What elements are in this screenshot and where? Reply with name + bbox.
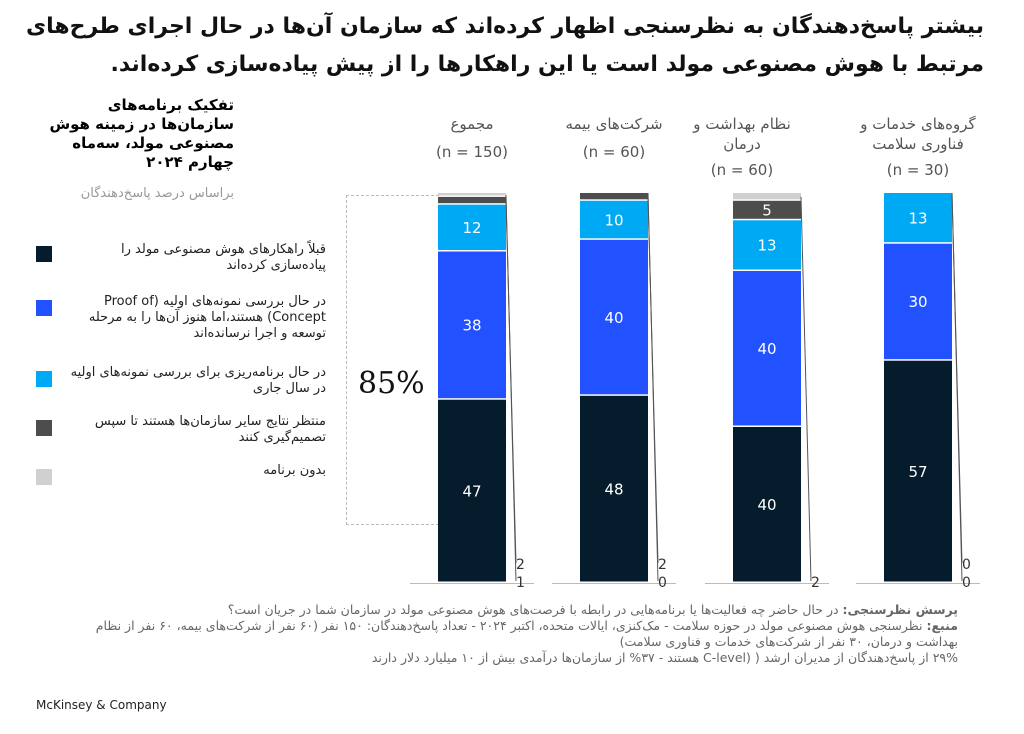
legend-swatch bbox=[36, 246, 52, 262]
legend-label: در حال برنامه‌ریزی برای بررسی نمونه‌های … bbox=[70, 365, 326, 396]
bar-segment bbox=[884, 360, 952, 582]
data-label: 40 bbox=[757, 496, 776, 514]
n-label: (n = 150) bbox=[436, 143, 508, 161]
footer-notes: پرسش نظرسنجی: در حال حاضر چه فعالیت‌ها ی… bbox=[58, 602, 958, 666]
data-label: 47 bbox=[462, 482, 481, 500]
label-leader bbox=[647, 192, 659, 582]
bar-segment bbox=[438, 193, 506, 196]
label-leader bbox=[505, 194, 517, 582]
data-label: 0 bbox=[962, 575, 971, 591]
question-label: پرسش نظرسنجی: bbox=[842, 602, 958, 617]
n-label: (n = 30) bbox=[886, 161, 950, 179]
legend-label: منتظر نتایج سایر سازمان‌ها هستند تا سپس … bbox=[94, 414, 326, 445]
data-label: 40 bbox=[604, 309, 623, 327]
legend-swatch bbox=[36, 469, 52, 485]
n-label: (n = 60) bbox=[582, 143, 646, 161]
bar-segment bbox=[884, 243, 952, 360]
data-label: 10 bbox=[604, 211, 623, 229]
data-label: 13 bbox=[908, 209, 927, 227]
legend-label: قبلاً راهکارهای هوش مصنوعی مولد را پیاده… bbox=[121, 242, 326, 273]
data-label: 48 bbox=[604, 480, 623, 498]
legend-swatch bbox=[36, 420, 52, 436]
data-label: 12 bbox=[462, 219, 481, 237]
data-label: 40 bbox=[757, 340, 776, 358]
legend-item: در حال بررسی نمونه‌های اولیه (Proof of C… bbox=[36, 292, 326, 342]
data-label: 57 bbox=[908, 463, 927, 481]
chart-title: بیشتر پاسخ‌دهندگان به نظرسنجی اظهار کرده… bbox=[25, 14, 984, 77]
label-leader bbox=[951, 192, 963, 582]
legend-label: بدون برنامه bbox=[263, 463, 326, 478]
bar-segment bbox=[733, 271, 801, 426]
n-label: (n = 60) bbox=[710, 161, 774, 179]
bar-segment bbox=[884, 193, 952, 243]
legend-item: در حال برنامه‌ریزی برای بررسی نمونه‌های … bbox=[36, 363, 326, 403]
legend-item: قبلاً راهکارهای هوش مصنوعی مولد را پیاده… bbox=[36, 238, 326, 278]
data-label: 2 bbox=[811, 575, 820, 591]
bar-segment bbox=[580, 193, 648, 200]
data-label: 13 bbox=[757, 237, 776, 255]
bar-segment bbox=[733, 193, 801, 200]
bar-segment bbox=[733, 220, 801, 270]
category-label: نظام بهداشت و درمان bbox=[693, 115, 791, 153]
respondent-note: ۲۹% از پاسخ‌دهندگان از مدیران ارشد ( (C-… bbox=[371, 650, 958, 665]
source-text: نظرسنجی هوش مصنوعی مولد در حوزه سلامت - … bbox=[95, 618, 958, 649]
column-header: مجموع (n = 150) bbox=[397, 114, 547, 162]
label-leader bbox=[800, 196, 812, 582]
source: منبع: نظرسنجی هوش مصنوعی مولد در حوزه سل… bbox=[58, 618, 958, 650]
bar-segment bbox=[438, 399, 506, 582]
data-label: 1 bbox=[516, 575, 525, 591]
legend-item: بدون برنامه bbox=[36, 461, 326, 491]
bar-segment bbox=[580, 239, 648, 395]
bar-segment bbox=[733, 427, 801, 582]
legend-label: در حال بررسی نمونه‌های اولیه (Proof of C… bbox=[88, 294, 326, 341]
column-header: نظام بهداشت و درمان (n = 60) bbox=[692, 114, 792, 180]
chart-subtitle: تفکیک برنامه‌های سازمان‌ها در زمینه هوش … bbox=[49, 96, 234, 171]
question-text: در حال حاضر چه فعالیت‌ها یا برنامه‌هایی … bbox=[227, 602, 843, 617]
legend-swatch bbox=[36, 300, 52, 316]
highlight-value: 85% bbox=[358, 366, 425, 401]
bar-segment bbox=[438, 251, 506, 399]
category-label: شرکت‌های بیمه bbox=[565, 115, 663, 133]
unit-note: براساس درصد پاسخ‌دهندگان bbox=[80, 186, 234, 201]
data-label: 0 bbox=[658, 575, 667, 591]
bar-segment bbox=[733, 200, 801, 219]
legend-item: منتظر نتایج سایر سازمان‌ها هستند تا سپس … bbox=[36, 412, 326, 452]
bar-segment bbox=[580, 395, 648, 582]
legend-swatch bbox=[36, 371, 52, 387]
source-label: منبع: bbox=[926, 618, 958, 633]
bar-segment bbox=[580, 200, 648, 239]
brand-logo: McKinsey & Company bbox=[36, 698, 167, 712]
data-label: 38 bbox=[462, 317, 481, 335]
column-header: گروه‌های خدمات و فناوری سلامت (n = 30) bbox=[853, 114, 983, 180]
highlight-bracket bbox=[346, 195, 439, 525]
data-label: 2 bbox=[658, 557, 667, 573]
column-header: شرکت‌های بیمه (n = 60) bbox=[539, 114, 689, 162]
data-label: 2 bbox=[516, 557, 525, 573]
survey-question: پرسش نظرسنجی: در حال حاضر چه فعالیت‌ها ی… bbox=[58, 602, 958, 618]
bar-segment bbox=[438, 204, 506, 250]
data-label: 30 bbox=[908, 293, 927, 311]
category-label: مجموع bbox=[450, 115, 494, 133]
bar-segment bbox=[438, 196, 506, 204]
data-label: 5 bbox=[762, 202, 772, 220]
category-label: گروه‌های خدمات و فناوری سلامت bbox=[860, 115, 976, 153]
data-label: 0 bbox=[962, 557, 971, 573]
